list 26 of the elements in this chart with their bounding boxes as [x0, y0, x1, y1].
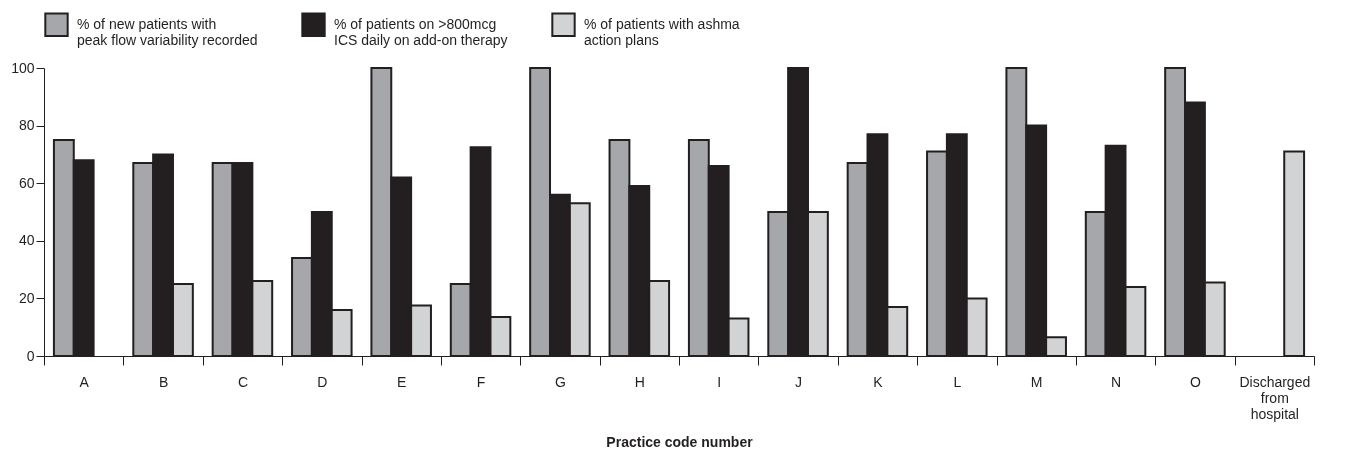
x-tick-label: M: [1030, 373, 1043, 390]
legend-label: % of patients with ashma action plans: [584, 15, 740, 48]
x-tick-label: I: [717, 373, 722, 390]
x-tick-label: A: [79, 373, 90, 390]
y-tick-label: 0: [26, 347, 35, 364]
x-tick-label: G: [554, 373, 566, 390]
x-tick-label: J: [795, 373, 803, 390]
y-tick-label: 40: [18, 232, 35, 249]
x-tick-label: N: [1111, 373, 1122, 390]
x-tick-label: B: [158, 373, 169, 390]
y-tick-label: 80: [18, 117, 35, 134]
x-tick-label: E: [397, 373, 407, 390]
x-tick-label: D: [317, 373, 328, 390]
legend-label: % of new patients with peak flow variability recorded: [77, 15, 258, 48]
x-tick-label: H: [634, 373, 645, 390]
x-tick-label: O: [1189, 373, 1201, 390]
x-axis-title: Practice code number: [606, 433, 754, 450]
x-tick-label: C: [237, 373, 248, 390]
x-tick-label: Discharged from hospital: [1239, 373, 1311, 422]
y-tick-label: 20: [18, 289, 35, 306]
x-tick-label: K: [873, 373, 884, 390]
x-tick-label: L: [953, 373, 962, 390]
x-tick-label: F: [476, 373, 486, 390]
y-tick-label: 100: [11, 59, 35, 76]
y-tick-label: 60: [18, 174, 35, 191]
legend-label: % of patients on >800mcg ICS daily on add-on therapy: [334, 15, 508, 48]
